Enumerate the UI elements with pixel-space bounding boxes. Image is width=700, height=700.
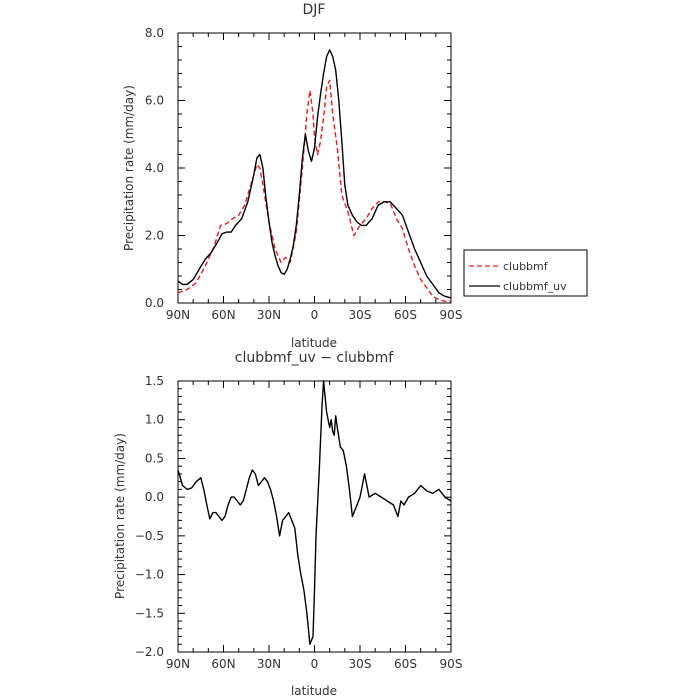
y-tick-label: 0.5	[145, 451, 164, 465]
series-lines	[177, 49, 452, 302]
x-tick-label: 30N	[257, 657, 281, 671]
y-tick-label: 1.5	[145, 374, 164, 388]
plot-frame	[177, 32, 452, 304]
x-axis-label: latitude	[291, 684, 337, 698]
y-tick-label: −1.5	[135, 606, 164, 620]
y-axis-label: Precipitation rate (mm/day)	[122, 85, 136, 251]
djf-precip-chart: DJF 90N 60N 30N 0 30S 60S 90S 0.0 2.0 4.0 6.0 8.0 l…	[122, 2, 588, 350]
chart-title: clubbmf_uv − clubbmf	[235, 350, 394, 366]
y-tick-label: 6.0	[145, 94, 164, 108]
x-tick-label: 30S	[349, 308, 372, 322]
x-tick-label: 60N	[211, 308, 235, 322]
axis-ticks: 90N 60N 30N 0 30S 60S 90S −2.0 −1.5 −1.0 −0.5 0.0 0.…	[135, 374, 463, 671]
x-tick-label: 30S	[349, 657, 372, 671]
x-tick-label: 90N	[166, 308, 190, 322]
legend-label-clubbmf: clubbmf	[503, 260, 549, 273]
legend: clubbmf clubbmf_uv	[463, 249, 588, 297]
x-tick-label: 0	[311, 308, 319, 322]
y-tick-label: 4.0	[145, 161, 164, 175]
y-tick-label: 8.0	[145, 26, 164, 40]
series-lines	[177, 380, 452, 645]
y-tick-label: 0.0	[145, 490, 164, 504]
x-tick-label: 60S	[394, 657, 417, 671]
series-line-difference	[177, 380, 452, 645]
x-tick-label: 90S	[440, 308, 463, 322]
x-tick-label: 0	[311, 657, 319, 671]
x-tick-label: 90S	[440, 657, 463, 671]
difference-chart: clubbmf_uv − clubbmf 90N 60N 30N 0 30S 60S 90S…	[113, 350, 462, 698]
x-tick-label: 90N	[166, 657, 190, 671]
y-tick-label: −0.5	[135, 529, 164, 543]
y-tick-label: −1.0	[135, 568, 164, 582]
y-tick-label: 1.0	[145, 413, 164, 427]
x-tick-label: 60S	[394, 308, 417, 322]
series-line-clubbmf	[177, 79, 451, 302]
x-tick-label: 30N	[257, 308, 281, 322]
x-tick-label: 60N	[211, 657, 235, 671]
legend-box	[463, 249, 588, 297]
axis-ticks: 90N 60N 30N 0 30S 60S 90S 0.0 2.0 4.0 6.0 8.0	[145, 26, 463, 322]
legend-label-clubbmf-uv: clubbmf_uv	[503, 280, 567, 293]
y-axis-label: Precipitation rate (mm/day)	[113, 433, 127, 599]
series-line-clubbmf-uv	[177, 49, 452, 299]
y-tick-label: 0.0	[145, 296, 164, 310]
y-tick-label: −2.0	[135, 645, 164, 659]
y-tick-label: 2.0	[145, 229, 164, 243]
x-axis-label: latitude	[291, 336, 337, 350]
chart-title: DJF	[303, 2, 326, 18]
